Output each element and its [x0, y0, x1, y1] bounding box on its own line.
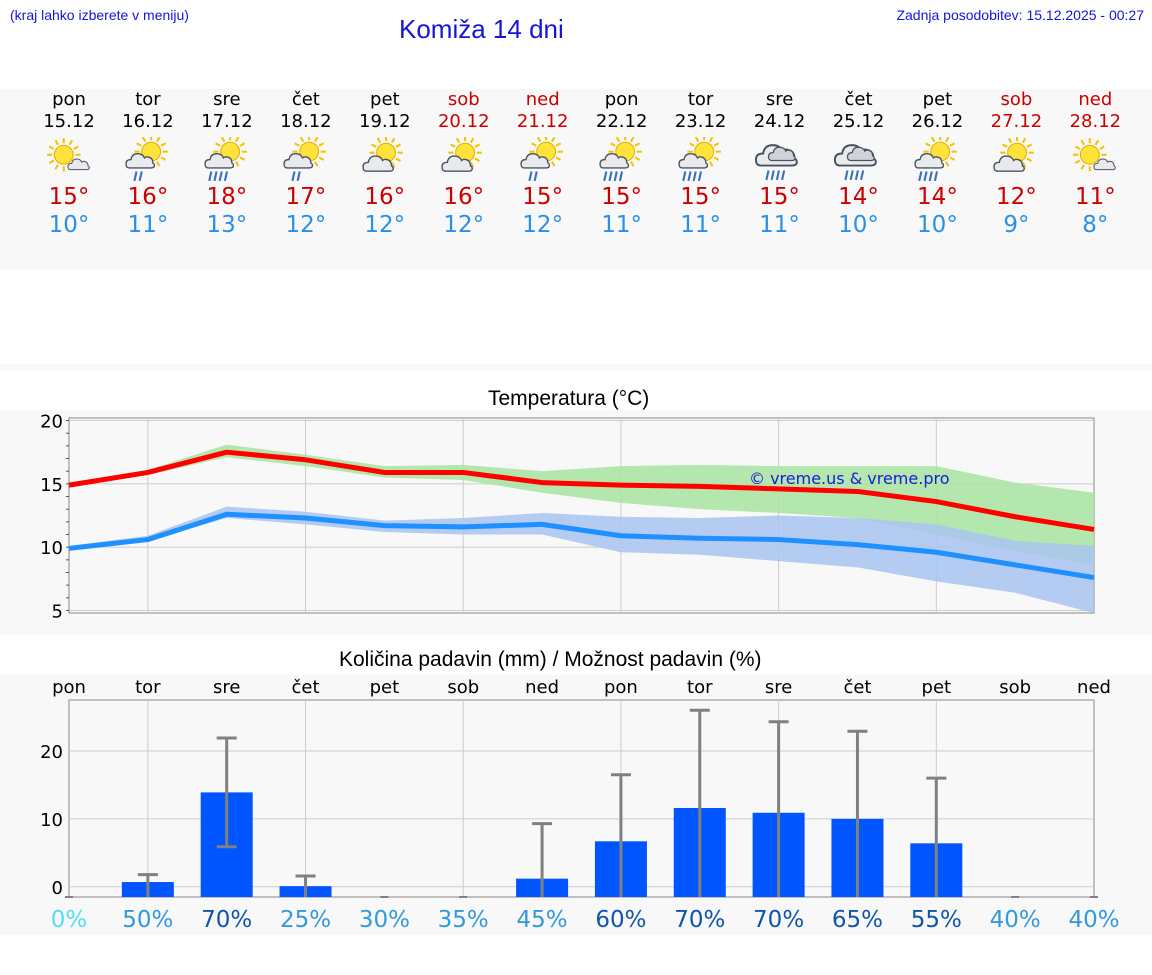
- temp-max: 18°: [206, 184, 248, 210]
- day-date: 20.12: [437, 111, 490, 132]
- day-column: čet 18.12 17° 12°: [266, 89, 346, 239]
- temp-max: 15°: [601, 184, 643, 210]
- sun-cloud-heavy-rain-icon: [914, 137, 958, 182]
- temp-max: 17°: [285, 184, 327, 210]
- day-name: ned: [1078, 89, 1113, 110]
- temp-max: 15°: [522, 184, 564, 210]
- day-date: 21.12: [516, 111, 569, 132]
- day-name: čet: [844, 89, 873, 110]
- day-name: sob: [1000, 89, 1033, 110]
- day-name: čet: [291, 89, 320, 110]
- day-column: sre 17.12 18° 13°: [187, 89, 267, 239]
- day-date: 28.12: [1069, 111, 1122, 132]
- day-column: tor 23.12 15° 11°: [661, 89, 741, 239]
- forecast-band: [0, 89, 1152, 270]
- temp-min: 11°: [601, 212, 643, 238]
- sun-cloud-rain-icon: [520, 137, 563, 182]
- day-date: 26.12: [911, 111, 964, 132]
- partly-sunny-icon: [1073, 138, 1117, 172]
- temp-min: 8°: [1082, 212, 1109, 238]
- temp-min: 10°: [917, 212, 958, 238]
- day-name: pet: [370, 89, 400, 110]
- day-name: tor: [687, 89, 714, 110]
- day-column: ned 21.12 15° 12°: [503, 89, 583, 239]
- sun-cloud-rain-icon: [125, 137, 168, 182]
- day-date: 18.12: [280, 111, 332, 132]
- temp-max: 16°: [364, 184, 406, 210]
- day-name: ned: [525, 89, 560, 110]
- day-date: 19.12: [359, 111, 411, 132]
- partly-cloudy-icon: [362, 137, 403, 172]
- day-name: sre: [765, 89, 794, 110]
- day-column: pon 22.12 15° 11°: [582, 89, 662, 239]
- day-name: sob: [447, 89, 480, 110]
- day-date: 27.12: [990, 111, 1043, 132]
- cloud-rain-icon: [754, 144, 798, 181]
- partly-sunny-icon: [47, 138, 90, 172]
- day-date: 24.12: [753, 111, 806, 132]
- temp-max: 16°: [443, 184, 485, 210]
- day-column: čet 25.12 14° 10°: [819, 89, 899, 239]
- temp-min: 12°: [443, 212, 485, 238]
- temp-max: 14°: [838, 184, 879, 210]
- day-name: sre: [213, 89, 241, 110]
- day-column: sob 27.12 12° 9°: [976, 89, 1056, 239]
- temp-max: 11°: [1074, 184, 1116, 210]
- day-column: tor 16.12 16° 11°: [108, 89, 188, 239]
- precipitation-band: [0, 675, 1152, 935]
- temperature-band: [0, 410, 1152, 635]
- day-column: sre 24.12 15° 11°: [740, 89, 820, 239]
- day-name: pon: [52, 89, 86, 110]
- sun-cloud-rain-icon: [283, 137, 326, 182]
- day-date: 16.12: [122, 111, 174, 132]
- sun-cloud-heavy-rain-icon: [599, 137, 642, 182]
- temp-min: 10°: [48, 212, 90, 238]
- temp-max: 15°: [759, 184, 800, 210]
- temp-max: 15°: [48, 184, 90, 210]
- day-date: 23.12: [674, 111, 727, 132]
- temp-max: 16°: [127, 184, 169, 210]
- last-updated: Zadnja posodobitev: 15.12.2025 - 00:27: [896, 7, 1144, 23]
- day-column: pon 15.12 15° 10°: [29, 89, 109, 239]
- page-title: Komiža 14 dni: [399, 14, 564, 44]
- cloud-rain-icon: [833, 144, 877, 181]
- sun-cloud-heavy-rain-icon: [204, 137, 247, 182]
- temp-min: 9°: [1003, 212, 1030, 238]
- day-column: pet 19.12 16° 12°: [345, 89, 425, 239]
- temperature-chart-title: Temperatura (°C): [488, 387, 650, 410]
- temp-max: 14°: [917, 184, 958, 210]
- temp-max: 15°: [680, 184, 721, 210]
- day-date: 22.12: [595, 111, 648, 132]
- day-column: ned 28.12 11° 8°: [1055, 89, 1135, 239]
- day-name: pon: [604, 89, 639, 110]
- temp-max: 12°: [996, 184, 1037, 210]
- day-name: pet: [922, 89, 953, 110]
- partly-cloudy-icon: [993, 137, 1035, 172]
- temp-min: 10°: [838, 212, 879, 238]
- temp-min: 11°: [127, 212, 169, 238]
- day-column: pet 26.12 14° 10°: [897, 89, 977, 239]
- partly-cloudy-icon: [441, 137, 482, 172]
- temp-min: 12°: [364, 212, 406, 238]
- sun-cloud-heavy-rain-icon: [677, 137, 721, 182]
- precipitation-chart-title: Količina padavin (mm) / Možnost padavin …: [339, 648, 762, 671]
- day-date: 17.12: [201, 111, 253, 132]
- temp-min: 11°: [680, 212, 721, 238]
- temp-min: 12°: [285, 212, 327, 238]
- temp-min: 13°: [206, 212, 248, 238]
- temp-min: 11°: [759, 212, 800, 238]
- location-hint: (kraj lahko izberete v meniju): [10, 7, 189, 23]
- day-name: tor: [135, 89, 161, 110]
- temp-min: 12°: [522, 212, 564, 238]
- day-date: 15.12: [43, 111, 95, 132]
- day-date: 25.12: [832, 111, 885, 132]
- day-column: sob 20.12 16° 12°: [424, 89, 504, 239]
- spacer-band: [0, 364, 1152, 370]
